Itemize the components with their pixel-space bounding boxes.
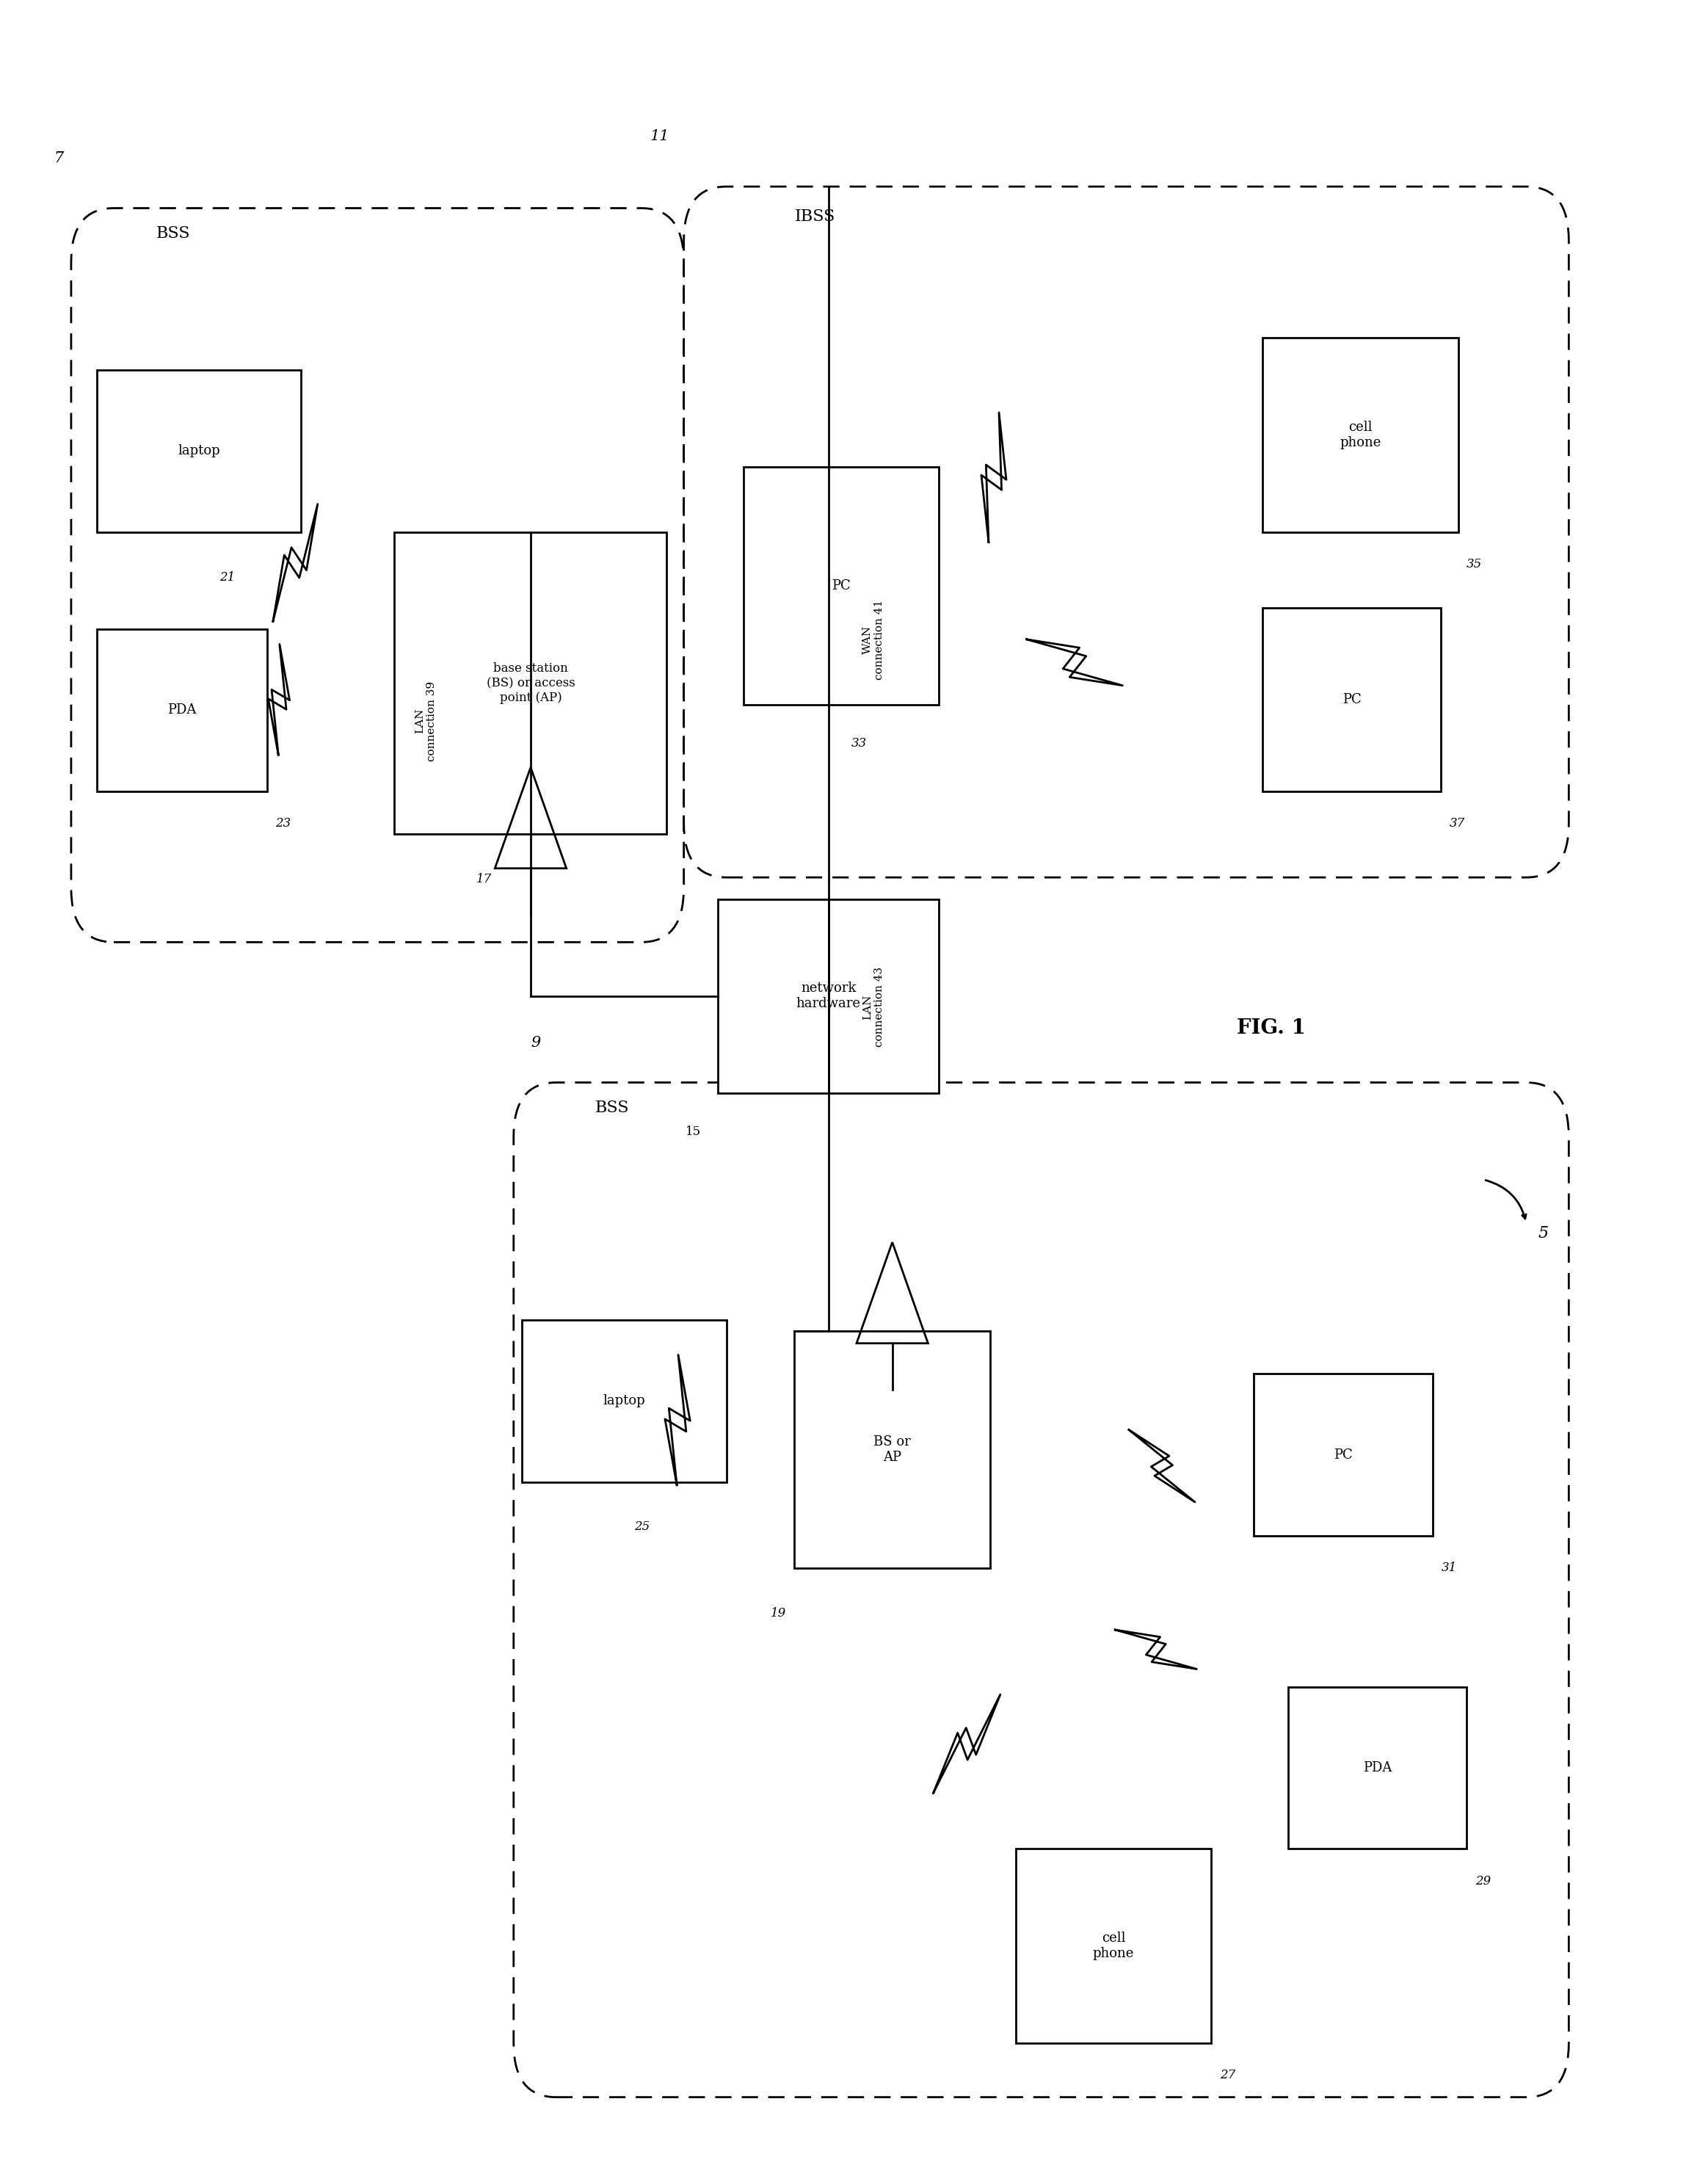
Bar bbox=[1262, 608, 1442, 790]
Text: 15: 15 bbox=[685, 1126, 700, 1139]
Bar bbox=[794, 1331, 991, 1567]
Bar bbox=[395, 533, 666, 834]
Text: 37: 37 bbox=[1450, 816, 1465, 829]
Text: network
hardware: network hardware bbox=[796, 983, 861, 1011]
Text: WAN
connection 41: WAN connection 41 bbox=[863, 600, 885, 680]
Text: cell
phone: cell phone bbox=[1093, 1931, 1134, 1959]
Bar bbox=[1262, 338, 1459, 533]
Text: laptop: laptop bbox=[178, 444, 220, 457]
Bar bbox=[743, 468, 939, 704]
Text: 19: 19 bbox=[770, 1606, 786, 1619]
Text: LAN
connection 39: LAN connection 39 bbox=[415, 680, 437, 760]
Text: base station
(BS) or access
point (AP): base station (BS) or access point (AP) bbox=[487, 662, 576, 704]
Text: PDA: PDA bbox=[167, 704, 196, 717]
Bar bbox=[1288, 1687, 1467, 1849]
Bar bbox=[1254, 1375, 1433, 1535]
Text: laptop: laptop bbox=[603, 1394, 646, 1407]
Text: PC: PC bbox=[1342, 693, 1361, 706]
Text: 29: 29 bbox=[1476, 1875, 1491, 1888]
Text: 35: 35 bbox=[1467, 559, 1483, 569]
Text: PDA: PDA bbox=[1363, 1762, 1392, 1775]
Text: 23: 23 bbox=[275, 816, 290, 829]
Text: IBSS: IBSS bbox=[794, 208, 835, 225]
Bar bbox=[97, 630, 266, 790]
Text: 9: 9 bbox=[531, 1037, 540, 1050]
Text: 17: 17 bbox=[477, 872, 492, 885]
Text: 33: 33 bbox=[851, 736, 866, 749]
Text: PC: PC bbox=[1334, 1448, 1353, 1461]
Text: FIG. 1: FIG. 1 bbox=[1237, 1018, 1305, 1039]
Text: 7: 7 bbox=[55, 152, 63, 165]
Text: 25: 25 bbox=[634, 1520, 651, 1533]
Text: 11: 11 bbox=[649, 130, 670, 143]
Text: BS or
AP: BS or AP bbox=[874, 1435, 910, 1464]
Text: PC: PC bbox=[832, 580, 851, 593]
Bar bbox=[97, 370, 301, 533]
Bar bbox=[1016, 1849, 1211, 2044]
Bar bbox=[523, 1321, 726, 1481]
Text: 21: 21 bbox=[219, 572, 234, 582]
Text: BSS: BSS bbox=[596, 1100, 630, 1115]
Text: BSS: BSS bbox=[155, 225, 190, 242]
Text: 27: 27 bbox=[1220, 2070, 1235, 2081]
Text: cell
phone: cell phone bbox=[1339, 420, 1382, 448]
Text: LAN
connection 43: LAN connection 43 bbox=[863, 968, 885, 1048]
Text: 31: 31 bbox=[1442, 1561, 1457, 1574]
Bar bbox=[717, 898, 939, 1093]
Text: 5: 5 bbox=[1539, 1225, 1549, 1243]
